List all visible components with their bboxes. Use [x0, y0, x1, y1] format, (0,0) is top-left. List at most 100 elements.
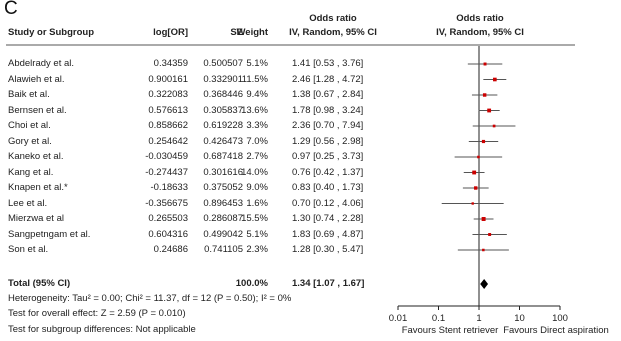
study-point — [482, 93, 487, 97]
study-name: Mierzwa et al — [8, 213, 64, 224]
study-log-or: 0.254642 — [148, 135, 188, 147]
study-point — [487, 108, 492, 113]
total-label: Total (95% CI) — [8, 278, 71, 289]
study-name: Kaneko et al. — [8, 151, 64, 162]
study-ci: 1.41 [0.53 , 3.76] — [292, 58, 364, 69]
header-study: Study or Subgroup — [8, 27, 95, 38]
study-weight: 2.7% — [246, 151, 268, 162]
study-weight: 14.0% — [241, 166, 268, 178]
study-ci: 1.83 [0.69 , 4.87] — [292, 228, 364, 240]
x-tick-label: 0.1 — [432, 313, 445, 324]
study-name: Abdelrady et al. — [8, 58, 75, 69]
study-name: Choi et al. — [8, 120, 51, 131]
study-se: 0.896453 — [203, 197, 243, 209]
subgroup-diff-text: Test for subgroup differences: Not appli… — [8, 324, 196, 335]
header-se: SE — [230, 27, 243, 38]
header-log-or: log[OR] — [153, 27, 188, 38]
study-weight: 5.1% — [246, 58, 268, 69]
study-name: Alawieh et al. — [8, 73, 65, 85]
study-weight: 2.3% — [246, 244, 268, 255]
study-ci: 0.83 [0.40 , 1.73] — [292, 182, 364, 193]
study-ci: 1.29 [0.56 , 2.98] — [292, 135, 364, 147]
study-weight: 13.6% — [241, 104, 268, 116]
study-name: Knapen et al.* — [8, 182, 68, 193]
study-se: 0.305837 — [203, 104, 243, 116]
study-se: 0.499042 — [203, 228, 243, 240]
header-plot-sub: IV, Random, 95% CI — [436, 27, 524, 38]
study-ci: 1.30 [0.74 , 2.28] — [292, 213, 364, 224]
total-ci: 1.34 [1.07 , 1.67] — [292, 278, 365, 289]
header-or-top: Odds ratio — [309, 13, 357, 24]
favours-left-label: Favours Stent retriever — [402, 325, 499, 336]
study-log-or: 0.900161 — [148, 73, 188, 85]
study-log-or: 0.322083 — [148, 89, 188, 100]
study-point — [477, 155, 480, 159]
study-weight: 9.0% — [246, 182, 268, 193]
study-log-or: -0.030459 — [145, 151, 188, 162]
x-tick-label: 1 — [476, 313, 481, 324]
study-log-or: 0.24686 — [153, 244, 188, 255]
header-weight: Weight — [236, 27, 269, 38]
study-point — [482, 248, 485, 252]
x-tick-label: 10 — [514, 313, 525, 324]
favours-right-label: Favours Direct aspiration — [503, 325, 609, 336]
study-name: Son et al. — [8, 244, 49, 255]
study-se: 0.619228 — [203, 120, 243, 131]
study-ci: 1.38 [0.67 , 2.84] — [292, 89, 364, 100]
study-weight: 9.4% — [246, 89, 268, 100]
study-name: Sangpetngam et al. — [8, 228, 91, 240]
study-weight: 15.5% — [241, 213, 268, 224]
study-ci: 0.76 [0.42 , 1.37] — [292, 166, 364, 178]
study-name: Bernsen et al. — [8, 104, 67, 116]
study-point — [493, 77, 497, 82]
study-name: Baik et al. — [8, 89, 50, 100]
study-se: 0.500507 — [203, 58, 243, 69]
panel-label: C — [4, 0, 18, 19]
study-se: 0.687418 — [203, 151, 243, 162]
total-diamond — [480, 279, 489, 289]
study-se: 0.332901 — [203, 73, 243, 85]
study-se: 0.375052 — [203, 182, 243, 193]
study-ci: 2.36 [0.70 , 7.94] — [292, 120, 364, 131]
study-se: 0.368446 — [203, 89, 243, 100]
study-log-or: 0.858662 — [148, 120, 188, 131]
study-se: 0.741105 — [204, 244, 243, 255]
study-weight: 1.6% — [246, 197, 268, 209]
study-se: 0.426473 — [203, 135, 243, 147]
study-weight: 3.3% — [246, 120, 268, 131]
study-ci: 1.78 [0.98 , 3.24] — [292, 104, 364, 116]
total-weight: 100.0% — [235, 278, 268, 289]
study-weight: 11.5% — [241, 73, 268, 85]
study-log-or: 0.604316 — [148, 228, 188, 240]
study-ci: 2.46 [1.28 , 4.72] — [292, 73, 364, 85]
study-point — [472, 170, 477, 175]
study-point — [481, 217, 486, 221]
study-log-or: 0.576613 — [148, 104, 188, 116]
study-log-or: 0.34359 — [153, 58, 188, 69]
study-ci: 0.97 [0.25 , 3.73] — [292, 151, 364, 162]
x-tick-label: 0.01 — [389, 313, 408, 324]
study-name: Kang et al. — [8, 166, 54, 178]
study-se: 0.301616 — [203, 166, 243, 178]
study-ci: 1.28 [0.30 , 5.47] — [292, 244, 364, 255]
heterogeneity-text: Heterogeneity: Tau² = 0.00; Chi² = 11.37… — [8, 293, 292, 304]
study-point — [471, 202, 474, 205]
study-point — [483, 62, 487, 66]
study-log-or: -0.274437 — [145, 166, 188, 178]
study-se: 0.286087 — [203, 213, 243, 224]
study-name: Lee et al. — [8, 197, 48, 209]
study-weight: 7.0% — [246, 135, 268, 147]
study-point — [474, 186, 478, 190]
overall-effect-text: Test for overall effect: Z = 2.59 (P = 0… — [8, 308, 186, 319]
study-ci: 0.70 [0.12 , 4.06] — [292, 197, 364, 209]
header-or-sub: IV, Random, 95% CI — [289, 27, 377, 38]
study-log-or: 0.265503 — [148, 213, 188, 224]
study-log-or: -0.356675 — [145, 197, 188, 209]
x-tick-label: 100 — [552, 313, 568, 324]
study-point — [488, 233, 492, 236]
study-log-or: -0.18633 — [150, 182, 188, 193]
study-point — [481, 139, 486, 144]
study-point — [492, 124, 496, 128]
study-name: Gory et al. — [8, 135, 52, 147]
